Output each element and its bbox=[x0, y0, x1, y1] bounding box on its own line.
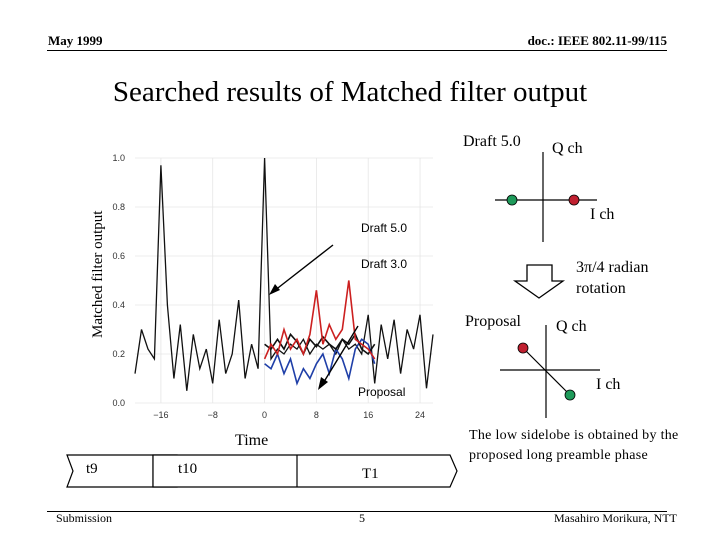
footer-rule bbox=[47, 511, 667, 512]
timeline-t9-label: t9 bbox=[86, 461, 98, 477]
chart-xlabel: Time bbox=[235, 432, 269, 449]
x-tick-label: −8 bbox=[208, 410, 218, 420]
footer-page-number: 5 bbox=[359, 511, 365, 525]
series-proposal bbox=[264, 338, 376, 386]
timeline-t10-t1 bbox=[152, 454, 458, 488]
annotation-draft30: Draft 3.0 bbox=[361, 257, 408, 271]
plot-area bbox=[130, 130, 435, 405]
constellation-diagrams bbox=[495, 152, 600, 418]
y-tick-label: 0.6 bbox=[112, 251, 125, 261]
header-date: May 1999 bbox=[48, 33, 103, 48]
rotation-label-1: 3π/4 radian bbox=[576, 259, 649, 276]
header-doc-id: doc.: IEEE 802.11-99/115 bbox=[527, 33, 667, 48]
series-baseline bbox=[134, 157, 434, 391]
x-tick-label: 24 bbox=[415, 410, 425, 420]
constellation-point-red bbox=[568, 194, 580, 206]
annotation-proposal: Proposal bbox=[358, 385, 406, 399]
x-tick-label: 0 bbox=[262, 410, 267, 420]
timeline-t10-label: t10 bbox=[178, 461, 198, 477]
rotated-axis bbox=[524, 349, 569, 394]
rotation-label-2: rotation bbox=[576, 280, 626, 297]
x-tick-label: 8 bbox=[314, 410, 319, 420]
rotation-arrow-icon bbox=[512, 264, 566, 299]
proposal-label: Proposal bbox=[465, 313, 521, 330]
footer-submission: Submission bbox=[56, 511, 113, 525]
draft-label: Draft 5.0 bbox=[463, 133, 521, 150]
annotation-draft50: Draft 5.0 bbox=[361, 221, 408, 235]
x-tick-label: −16 bbox=[153, 410, 168, 420]
i-ch-label-top: I ch bbox=[590, 206, 615, 223]
matched-filter-chart: 0.0 0.2 0.4 0.6 0.8 1.0 −16 −8 0 8 16 24 bbox=[112, 130, 435, 420]
timeline-T1-label: T1 bbox=[362, 466, 379, 482]
series-draft-5-0 bbox=[263, 280, 376, 360]
x-tick-label: 16 bbox=[363, 410, 373, 420]
i-ch-label-bottom: I ch bbox=[596, 376, 621, 393]
rotated-point-green bbox=[564, 389, 576, 401]
constellation-point-green bbox=[506, 194, 518, 206]
annotation-arrows bbox=[269, 244, 359, 390]
header-rule bbox=[47, 50, 667, 51]
y-tick-label: 0.4 bbox=[112, 300, 125, 310]
rotated-point-red bbox=[517, 342, 529, 354]
y-tick-label: 1.0 bbox=[112, 153, 125, 163]
q-ch-label-bottom: Q ch bbox=[556, 318, 587, 335]
y-tick-label: 0.0 bbox=[112, 398, 125, 408]
footer-author: Masahiro Morikura, NTT bbox=[554, 511, 677, 525]
series-draft-3-0 bbox=[264, 332, 376, 356]
sidelobe-note: The low sidelobe is obtained by the prop… bbox=[469, 428, 679, 463]
y-tick-label: 0.8 bbox=[112, 202, 125, 212]
slide-title: Searched results of Matched filter outpu… bbox=[112, 76, 588, 108]
q-ch-label-top: Q ch bbox=[552, 140, 583, 157]
timeline-bar bbox=[66, 454, 458, 488]
y-tick-label: 0.2 bbox=[112, 349, 125, 359]
